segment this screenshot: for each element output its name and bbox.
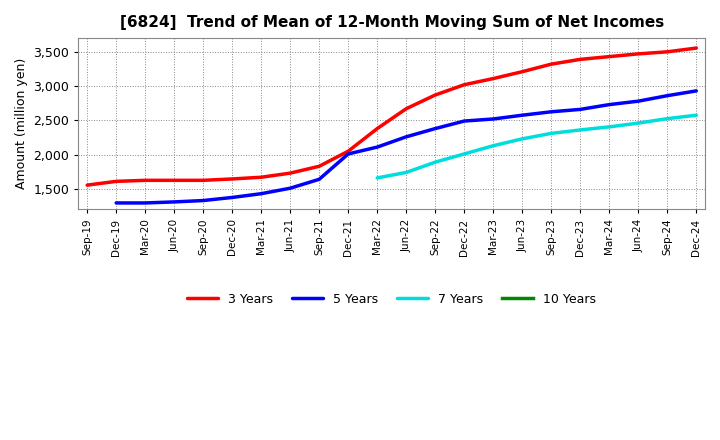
5 Years [141,200,150,205]
5 Years [547,109,556,114]
3 Years [489,76,498,81]
3 Years [692,45,701,51]
3 Years [518,69,526,74]
3 Years [170,178,179,183]
3 Years [663,49,672,55]
3 Years [431,92,439,98]
7 Years [576,127,585,132]
7 Years [460,151,469,157]
5 Years [286,186,294,191]
Legend: 3 Years, 5 Years, 7 Years, 10 Years: 3 Years, 5 Years, 7 Years, 10 Years [182,288,601,311]
3 Years [257,175,266,180]
7 Years [663,116,672,121]
7 Years [489,143,498,148]
5 Years [402,134,410,139]
5 Years [199,198,207,203]
3 Years [402,106,410,111]
5 Years [576,107,585,112]
5 Years [112,200,120,205]
7 Years [692,113,701,118]
3 Years [344,149,353,154]
5 Years [344,151,353,157]
5 Years [460,118,469,124]
5 Years [257,191,266,196]
3 Years [315,164,323,169]
5 Years [634,99,643,104]
3 Years [112,179,120,184]
Line: 3 Years: 3 Years [87,48,696,185]
Y-axis label: Amount (million yen): Amount (million yen) [15,58,28,189]
3 Years [576,57,585,62]
Line: 7 Years: 7 Years [377,115,696,178]
3 Years [141,178,150,183]
5 Years [228,195,236,200]
5 Years [489,116,498,121]
7 Years [518,136,526,142]
3 Years [373,126,382,131]
5 Years [373,144,382,150]
7 Years [605,124,613,129]
5 Years [431,126,439,131]
3 Years [286,170,294,176]
5 Years [518,113,526,118]
Line: 5 Years: 5 Years [116,91,696,203]
7 Years [634,121,643,126]
3 Years [199,178,207,183]
Title: [6824]  Trend of Mean of 12-Month Moving Sum of Net Incomes: [6824] Trend of Mean of 12-Month Moving … [120,15,664,30]
3 Years [228,176,236,182]
5 Years [170,199,179,205]
7 Years [431,160,439,165]
3 Years [460,82,469,88]
3 Years [547,62,556,67]
5 Years [315,176,323,182]
7 Years [547,131,556,136]
5 Years [692,88,701,94]
7 Years [373,175,382,180]
5 Years [663,93,672,98]
3 Years [83,183,91,188]
3 Years [605,54,613,59]
3 Years [634,51,643,56]
7 Years [402,170,410,175]
5 Years [605,102,613,107]
